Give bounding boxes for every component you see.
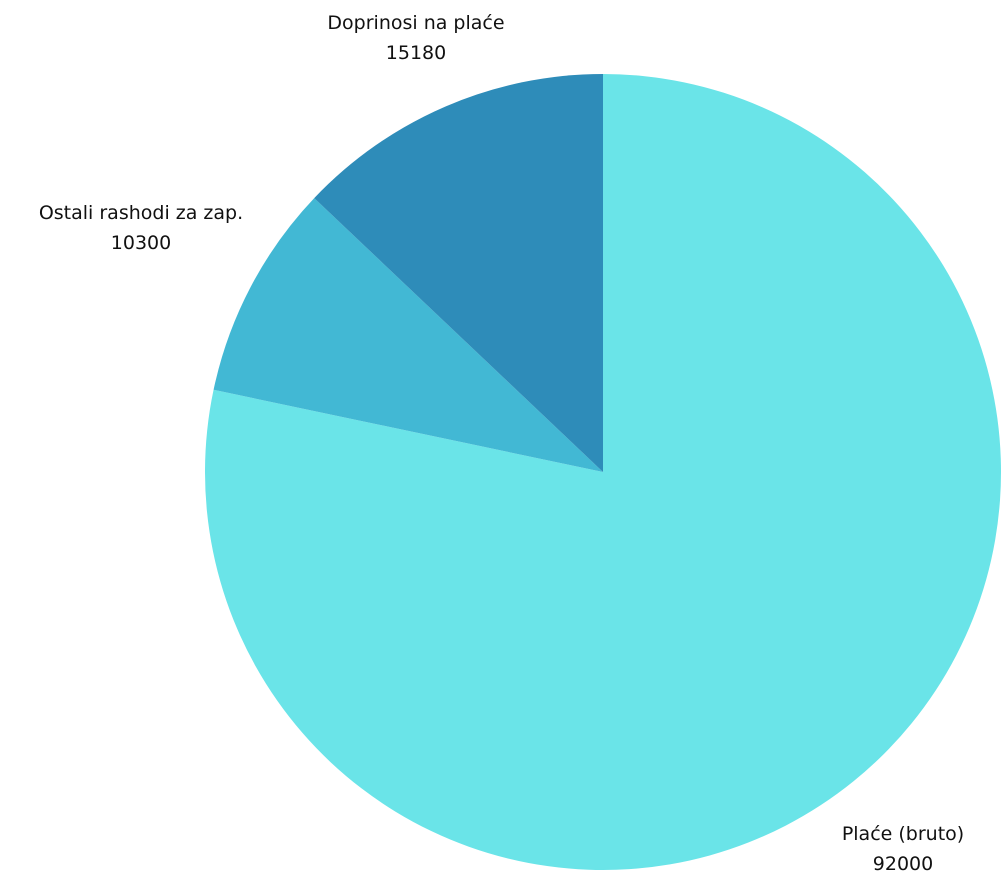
slice-label: Doprinosi na plaće bbox=[327, 12, 504, 34]
slice-label: Plaće (bruto) bbox=[842, 823, 964, 845]
pie-slices bbox=[204, 74, 1001, 870]
slice-label: Ostali rashodi za zap. bbox=[39, 202, 243, 224]
pie-slice-2 bbox=[213, 198, 603, 472]
slice-value: 10300 bbox=[111, 232, 171, 254]
pie-slice-3 bbox=[314, 74, 603, 472]
pie-labels: Plaće (bruto) 92000 Ostali rashodi za zap.… bbox=[39, 12, 964, 875]
pie-slice-1 bbox=[204, 74, 1001, 870]
slice-value: 92000 bbox=[873, 853, 933, 875]
slice-value: 15180 bbox=[386, 42, 446, 64]
